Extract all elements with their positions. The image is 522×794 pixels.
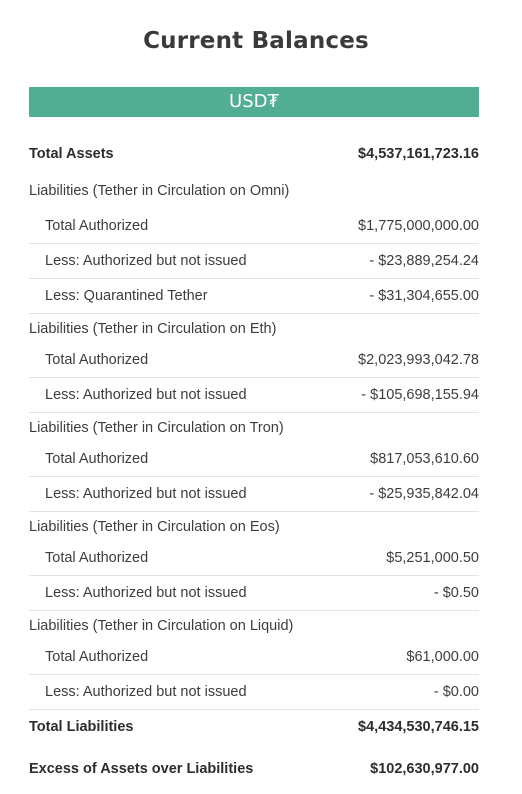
table-row: Less: Quarantined Tether - $31,304,655.0…: [29, 279, 479, 314]
currency-label: USD₮: [229, 91, 279, 112]
table-row: Less: Authorized but not issued - $23,88…: [29, 244, 479, 279]
table-row: Total Authorized $1,775,000,000.00: [29, 209, 479, 244]
table-row: Total Authorized $2,023,993,042.78: [29, 343, 479, 378]
table-row: Less: Authorized but not issued - $25,93…: [29, 477, 479, 512]
section-heading-liquid: Liabilities (Tether in Circulation on Li…: [29, 617, 294, 634]
table-row: Total Authorized $817,053,610.60: [29, 442, 479, 477]
total-liabilities-value: $4,434,530,746.15: [358, 719, 479, 735]
page-title: Current Balances: [143, 28, 369, 54]
excess-label: Excess of Assets over Liabilities: [29, 761, 254, 777]
table-row: Total Authorized $61,000.00: [29, 640, 479, 675]
table-row: Less: Authorized but not issued - $0.50: [29, 576, 479, 611]
total-assets-row: Total Assets $4,537,161,723.16: [29, 136, 479, 172]
table-row: Total Authorized $5,251,000.50: [29, 541, 479, 576]
balances-table: Total Assets $4,537,161,723.16 Liabiliti…: [29, 136, 479, 794]
excess-value: $102,630,977.00: [370, 761, 479, 777]
section-heading-eos: Liabilities (Tether in Circulation on Eo…: [29, 518, 280, 535]
total-assets-value: $4,537,161,723.16: [358, 146, 479, 162]
table-row: Less: Authorized but not issued - $105,6…: [29, 378, 479, 413]
currency-tab-usdt[interactable]: USD₮: [29, 87, 479, 117]
table-row: Less: Authorized but not issued - $0.00: [29, 675, 479, 710]
total-assets-label: Total Assets: [29, 146, 114, 162]
total-liabilities-label: Total Liabilities: [29, 719, 134, 735]
section-heading-tron: Liabilities (Tether in Circulation on Tr…: [29, 419, 284, 436]
excess-row: Excess of Assets over Liabilities $102,6…: [29, 744, 479, 794]
section-heading-omni: Liabilities (Tether in Circulation on Om…: [29, 182, 290, 199]
section-heading-eth: Liabilities (Tether in Circulation on Et…: [29, 320, 277, 337]
total-liabilities-row: Total Liabilities $4,434,530,746.15: [29, 710, 479, 744]
